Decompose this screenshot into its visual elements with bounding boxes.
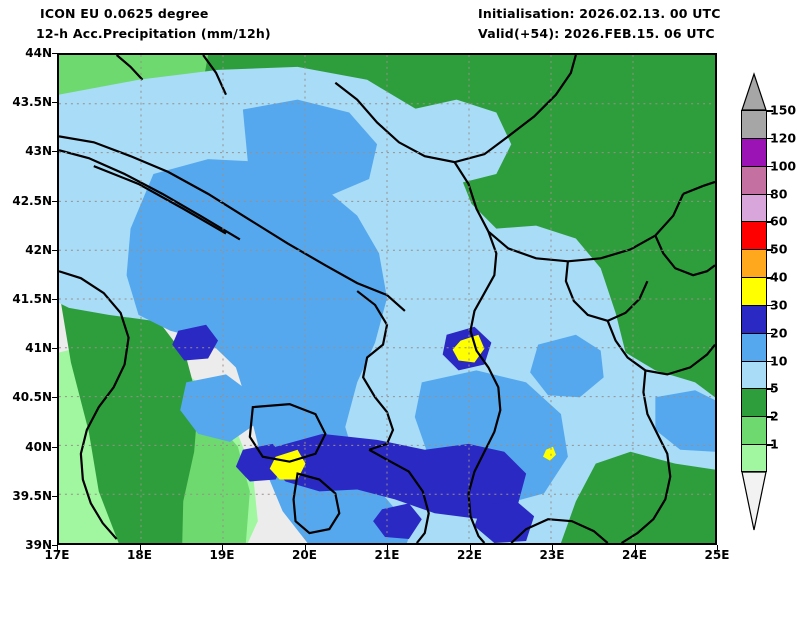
colorbar-band (741, 304, 767, 333)
y-tick (52, 397, 57, 399)
colorbar-above-max-cap (741, 72, 767, 111)
colorbar-tick (767, 388, 773, 390)
x-tick (139, 545, 141, 550)
colorbar-tick (767, 249, 773, 251)
x-tick-label: 21E (374, 548, 400, 562)
band-30-40 (172, 324, 535, 543)
colorbar-tick-label: 20 (770, 325, 788, 341)
x-tick (634, 545, 636, 550)
valid-time: Valid(+54): 2026.FEB.15. 06 UTC (478, 26, 715, 41)
colorbar-tick (767, 416, 773, 418)
y-tick-label: 40N (25, 439, 52, 454)
x-tick-label: 18E (127, 548, 152, 562)
colorbar-tick-label: 40 (770, 269, 788, 285)
colorbar-band (741, 249, 767, 278)
band-40-50 (269, 334, 556, 480)
colorbar-tick-label: 80 (770, 186, 788, 202)
colorbar-tick-label: 5 (770, 380, 779, 396)
colorbar-band (741, 165, 767, 194)
x-tick (222, 545, 223, 550)
x-tick-label: 17E (44, 548, 70, 562)
colorbar-band (741, 416, 767, 445)
colorbar-band (741, 277, 767, 305)
y-tick-label: 42N (25, 242, 52, 257)
colorbar-below-min-cap (741, 471, 767, 531)
y-tick-label: 43.5N (12, 95, 52, 110)
x-tick-label: 25E (704, 548, 730, 562)
x-tick-label: 23E (539, 548, 565, 562)
colorbar-tick-label: 10 (770, 353, 788, 369)
colorbar-tick (767, 332, 773, 335)
colorbar-tick-label: 100 (770, 158, 797, 174)
colorbar-tick (767, 304, 773, 307)
x-tick (304, 545, 306, 550)
colorbar-tick (767, 193, 773, 196)
initialisation-time: Initialisation: 2026.02.13. 00 UTC (478, 6, 721, 21)
colorbar-tick (767, 277, 773, 279)
colorbar-band (741, 444, 767, 472)
colorbar-band (741, 110, 767, 138)
colorbar-tick-label: 30 (770, 297, 788, 313)
x-tick (57, 545, 58, 550)
colorbar-tick-label: 2 (770, 408, 779, 424)
y-tick (52, 249, 57, 251)
y-tick-label: 44N (25, 46, 52, 60)
colorbar-tick-label: 1 (770, 436, 779, 452)
colorbar-tick-label: 150 (770, 102, 797, 118)
colorbar-band (741, 193, 767, 222)
x-tick (387, 545, 388, 550)
y-tick (52, 545, 57, 546)
y-tick-label: 40.5N (12, 390, 52, 405)
field-title: 12-h Acc.Precipitation (mm/12h) (36, 26, 271, 41)
y-tick (52, 446, 57, 448)
y-tick (52, 299, 57, 300)
colorbar-tick (767, 221, 773, 223)
colorbar-tick (767, 444, 773, 446)
colorbar-band (741, 360, 767, 389)
colorbar-tick-label: 120 (770, 130, 797, 146)
x-tick-label: 20E (292, 548, 317, 562)
precipitation-field (59, 55, 715, 543)
y-tick-label: 43N (25, 144, 52, 159)
x-tick (552, 545, 553, 550)
colorbar-scale (741, 110, 767, 472)
y-tick-label: 41.5N (12, 292, 52, 306)
colorbar-band (741, 221, 767, 250)
colorbar-band (741, 388, 767, 417)
y-tick (52, 53, 57, 54)
y-tick-label: 42.5N (12, 193, 52, 208)
colorbar-tick (767, 165, 773, 168)
y-tick-label: 39N (25, 538, 52, 552)
model-title: ICON EU 0.0625 degree (40, 6, 209, 21)
y-tick (52, 151, 57, 153)
x-tick-label: 19E (209, 548, 235, 562)
y-tick (52, 495, 57, 497)
colorbar-band (741, 137, 767, 166)
y-tick (52, 200, 57, 202)
x-tick (469, 545, 471, 550)
x-tick-label: 22E (457, 548, 482, 562)
precipitation-map-panel (57, 53, 717, 545)
colorbar-tick-label: 50 (770, 241, 788, 257)
colorbar-tick (767, 360, 773, 363)
colorbar-tick-label: 60 (770, 213, 788, 229)
x-tick (717, 545, 718, 550)
colorbar-tick (767, 110, 773, 112)
y-tick (52, 348, 57, 350)
colorbar-tick (767, 137, 773, 140)
y-tick-label: 39.5N (12, 488, 52, 503)
y-tick-label: 41N (25, 341, 52, 356)
graticule-gridlines (59, 55, 715, 543)
x-tick-label: 24E (622, 548, 647, 562)
colorbar-band (741, 332, 767, 361)
y-tick (52, 102, 57, 104)
